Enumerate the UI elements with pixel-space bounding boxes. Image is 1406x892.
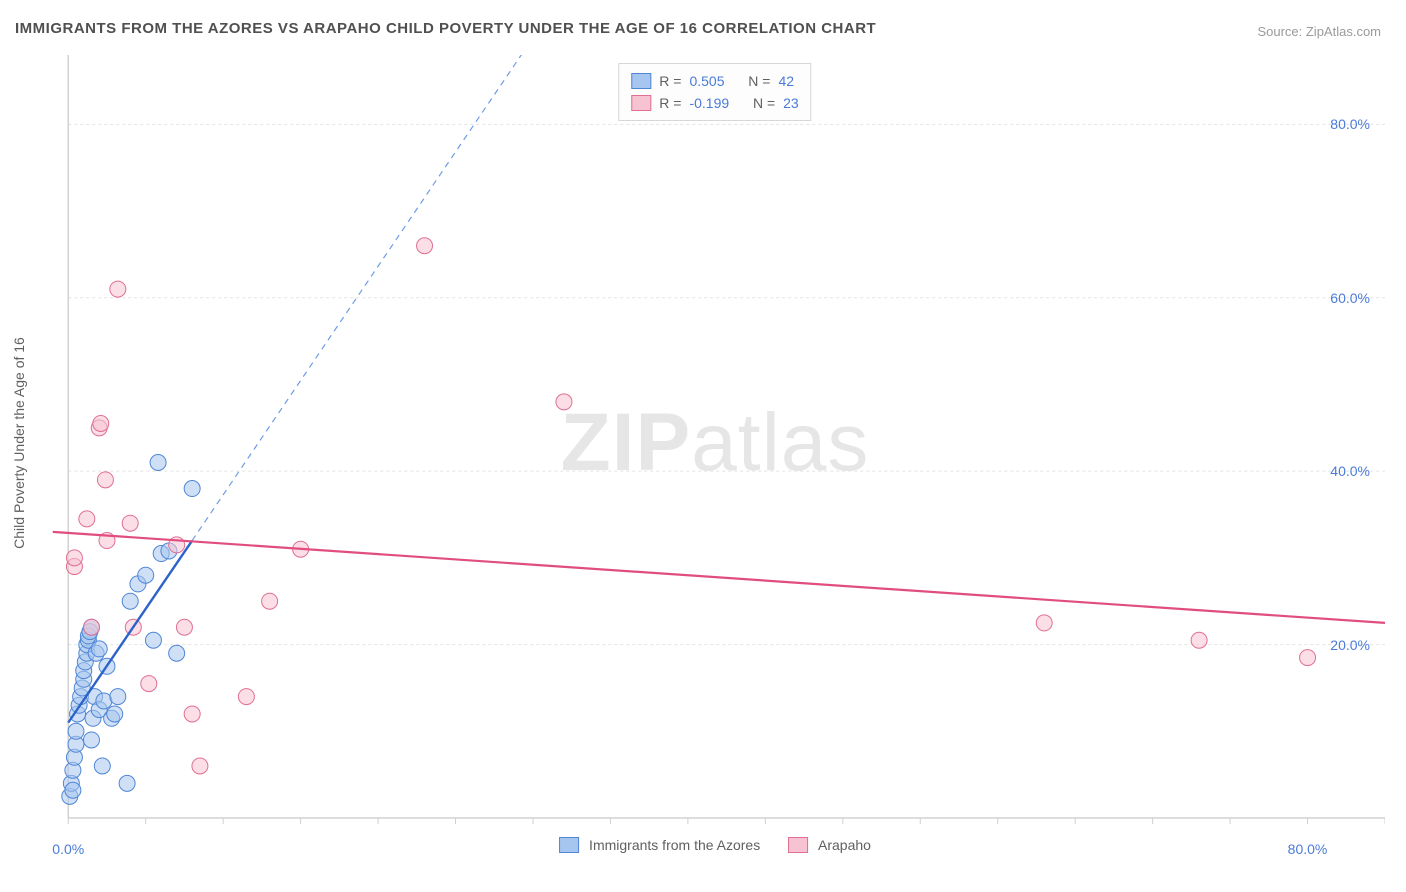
series-legend: Immigrants from the Azores Arapaho (559, 837, 871, 853)
legend-label-arapaho: Arapaho (818, 837, 871, 853)
swatch-azores (631, 73, 651, 89)
y-tick-label: 60.0% (1330, 290, 1370, 306)
legend-label-azores: Immigrants from the Azores (589, 837, 760, 853)
scatter-plot (45, 55, 1385, 831)
y-axis-label: Child Poverty Under the Age of 16 (11, 337, 27, 549)
n-value-azores: 42 (778, 70, 794, 92)
source-label: Source: ZipAtlas.com (1257, 24, 1381, 39)
swatch-arapaho (788, 837, 808, 853)
r-label: R = (659, 70, 681, 92)
r-label: R = (659, 92, 681, 114)
stats-row-arapaho: R = -0.199 N = 23 (631, 92, 798, 114)
swatch-azores (559, 837, 579, 853)
y-tick-label: 20.0% (1330, 637, 1370, 653)
n-label: N = (748, 70, 770, 92)
chart-area: Child Poverty Under the Age of 16 ZIPatl… (45, 55, 1385, 831)
y-tick-label: 40.0% (1330, 463, 1370, 479)
r-value-azores: 0.505 (689, 70, 724, 92)
y-tick-label: 80.0% (1330, 116, 1370, 132)
chart-title: IMMIGRANTS FROM THE AZORES VS ARAPAHO CH… (15, 20, 876, 37)
stats-legend: R = 0.505 N = 42 R = -0.199 N = 23 (618, 63, 811, 121)
x-tick-label: 80.0% (1288, 841, 1328, 857)
stats-row-azores: R = 0.505 N = 42 (631, 70, 798, 92)
n-value-arapaho: 23 (783, 92, 799, 114)
x-tick-label: 0.0% (52, 841, 84, 857)
n-label: N = (753, 92, 775, 114)
r-value-arapaho: -0.199 (689, 92, 729, 114)
swatch-arapaho (631, 95, 651, 111)
